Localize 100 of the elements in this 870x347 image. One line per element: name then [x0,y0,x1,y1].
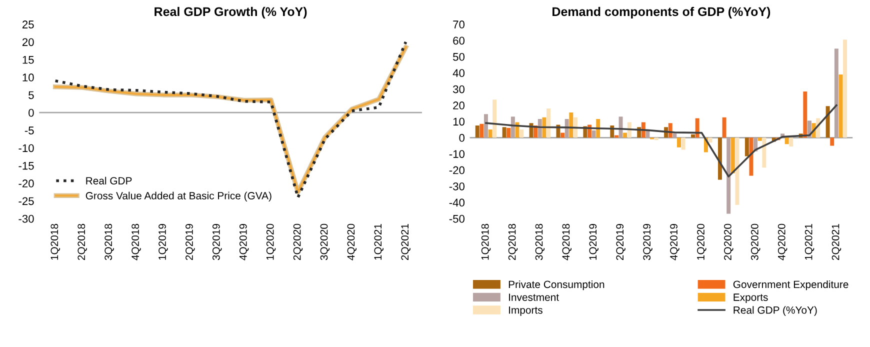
bar [726,138,731,214]
y-tick-label: 10 [453,118,465,126]
x-tick-label: 4Q2020 [778,224,788,260]
x-tick-label: 1Q2018 [481,224,491,260]
bar [560,132,565,138]
line-series [485,104,838,178]
y-tick-label: 50 [453,52,465,61]
bar [672,134,677,138]
y-tick-label: -15 [18,162,34,170]
bar [510,116,515,138]
y-tick-label: -30 [449,182,465,190]
bar [681,138,686,150]
x-tick-label: 4Q2019 [239,224,249,260]
x-tick-label: 2Q2020 [724,224,734,260]
bar [834,48,838,138]
bar [573,117,578,138]
bar [484,114,488,138]
bar [542,117,546,138]
legend-label: Imports [509,306,542,316]
bar [718,138,722,180]
y-tick-label: 20 [453,102,465,110]
x-tick-label: 1Q2020 [266,224,276,260]
legend-label: Government Expenditure [733,280,848,290]
chart-title: Demand components of GDP (%YoY) [552,6,770,19]
bar [803,91,808,138]
y-tick-label: -5 [24,126,34,134]
y-tick-label: 40 [452,69,465,78]
x-tick-label: 1Q2021 [804,224,814,260]
bar [830,138,834,146]
x-tick-label: 2Q2018 [78,224,87,260]
x-tick-label: 3Q2018 [104,224,114,260]
y-tick-label: -25 [18,197,34,206]
legend-label: Exports [734,294,768,303]
bar [569,112,574,138]
legend-label: Gross Value Added at Basic Price (GVA) [86,192,272,202]
y-tick-label: -30 [18,214,34,223]
bar [730,138,735,174]
bar [506,128,511,138]
bar [735,138,740,205]
x-tick-label: 2Q2020 [293,224,303,260]
legend-label: Real GDP [86,176,132,184]
bar [475,126,480,138]
y-tick-label: -10 [449,150,465,158]
x-tick-label: 1Q2019 [158,224,168,260]
y-tick-label: 5 [28,91,34,100]
chart-title: Real GDP Growth (% YoY) [154,6,307,19]
x-tick-label: 2Q2019 [186,224,195,260]
y-tick-label: 10 [22,74,34,82]
y-tick-label: 30 [453,85,465,94]
legend-label: Investment [509,294,559,301]
x-tick-label: 2Q2021 [401,224,410,260]
bar [492,100,497,138]
x-tick-label: 2Q2019 [616,224,626,260]
legend-label: Real GDP (%YoY) [734,306,817,316]
bar [546,108,550,138]
bar [708,138,712,142]
y-tick-label: 0 [459,134,465,142]
x-tick-label: 3Q2018 [535,224,545,260]
y-tick-label: -20 [18,180,34,188]
bar [596,119,600,138]
y-tick-label: 70 [453,20,465,28]
x-tick-label: 4Q2019 [670,224,680,260]
bar [826,106,830,138]
bar [695,118,700,138]
x-tick-label: 1Q2019 [589,224,598,260]
x-tick-label: 3Q2019 [643,224,652,260]
y-tick-label: 25 [22,20,34,28]
x-tick-label: 3Q2019 [212,224,222,260]
bar [784,138,789,144]
bar [592,130,596,138]
bar [722,117,726,138]
x-tick-label: 1Q2018 [50,224,60,260]
bar [654,138,658,140]
bar [843,40,848,138]
x-tick-label: 4Q2020 [347,224,357,260]
bar [789,138,794,147]
bar [758,138,762,141]
bar [744,138,749,156]
bar [623,132,628,138]
bar [762,138,766,168]
bar [502,127,506,138]
x-tick-label: 4Q2018 [132,224,141,260]
y-tick-label: 20 [22,38,34,46]
y-tick-label: -50 [449,214,465,223]
y-tick-label: 0 [28,108,34,117]
bar [488,130,492,138]
bar [677,138,681,148]
bar [614,135,618,138]
y-tick-label: 60 [453,36,465,45]
legend-label: Private Consumption [508,280,604,290]
x-tick-label: 2Q2021 [832,224,842,260]
y-tick-label: -20 [449,166,465,174]
x-tick-label: 4Q2018 [562,224,572,260]
bar [480,124,484,138]
y-tick-label: -10 [18,144,34,152]
x-tick-label: 3Q2020 [750,224,760,260]
x-tick-label: 1Q2021 [374,224,384,260]
x-tick-label: 3Q2020 [320,224,330,260]
bar [691,134,695,138]
y-tick-label: -40 [449,198,465,207]
